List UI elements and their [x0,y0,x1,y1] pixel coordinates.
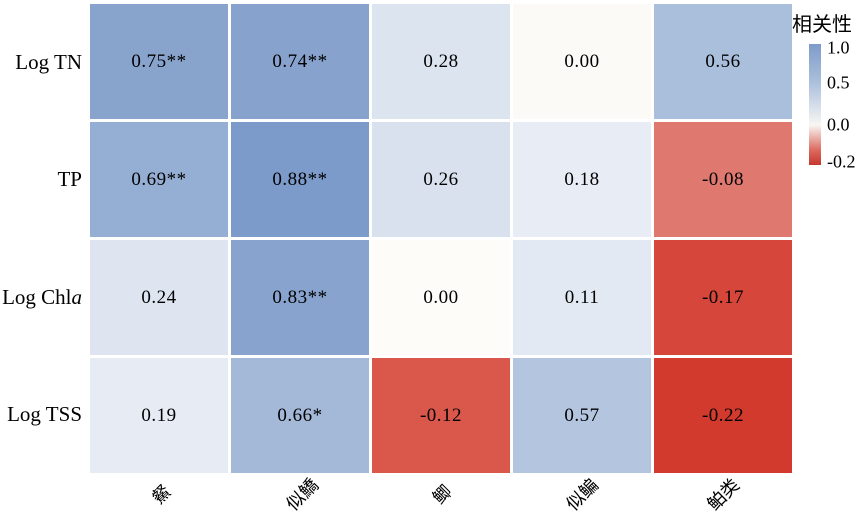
heatmap-cell-r2-c2: 0.00 [372,240,510,355]
x-axis-label-4: 鲌类 [703,474,744,515]
y-axis-labels: Log TN TP Log Chl a Log TSS [0,4,85,473]
colorbar-title: 相关性 [792,14,852,36]
heatmap-cell-r3-c4: -0.22 [654,358,792,473]
y-axis-label-3: Log TSS [7,401,82,426]
x-axis-label-1: 似鱎 [282,474,322,515]
colorbar-tick-2: 0.0 [827,114,850,135]
heatmap-cell-r0-c3: 0.00 [513,4,651,119]
y-axis-label-2: Log Chl a [2,284,82,309]
heatmap-cell-r3-c1: 0.66* [231,358,369,473]
heatmap-cell-r2-c0: 0.24 [90,240,228,355]
heatmap-cell-r3-c3: 0.57 [513,358,651,473]
heatmap-grid: 0.75** 0.74** 0.28 0.00 0.56 0.69** 0.88** 0.26… [90,4,792,473]
heatmap-cell-r0-c0: 0.75** [90,4,228,119]
colorbar-tick-1: 0.5 [827,72,850,93]
x-axis-labels: 䱗 似鱎 鲫 似鳊 鲌类 [90,474,792,524]
heatmap-cell-r1-c1: 0.88** [231,122,369,237]
y-axis-label-0: Log TN [15,50,82,75]
y-axis-label-1: TP [57,167,82,192]
heatmap-cell-r1-c0: 0.69** [90,122,228,237]
heatmap-cell-r2-c1: 0.83** [231,240,369,355]
x-axis-label-2: 鲫 [428,481,456,509]
heatmap-cell-r1-c2: 0.26 [372,122,510,237]
heatmap-cell-r0-c2: 0.28 [372,4,510,119]
heatmap-cell-r1-c4: -0.08 [654,122,792,237]
x-axis-label-3: 似鳊 [563,474,603,515]
x-axis-label-0: 䱗 [148,481,176,509]
heatmap-cell-r2-c3: 0.11 [513,240,651,355]
heatmap-cell-r2-c4: -0.17 [654,240,792,355]
colorbar-gradient [809,44,821,165]
colorbar-tick-3: -0.2 [827,151,856,172]
colorbar-tick-0: 1.0 [827,37,850,58]
heatmap-cell-r1-c3: 0.18 [513,122,651,237]
heatmap-cell-r0-c1: 0.74** [231,4,369,119]
heatmap-cell-r0-c4: 0.56 [654,4,792,119]
heatmap-cell-r3-c0: 0.19 [90,358,228,473]
heatmap-cell-r3-c2: -0.12 [372,358,510,473]
